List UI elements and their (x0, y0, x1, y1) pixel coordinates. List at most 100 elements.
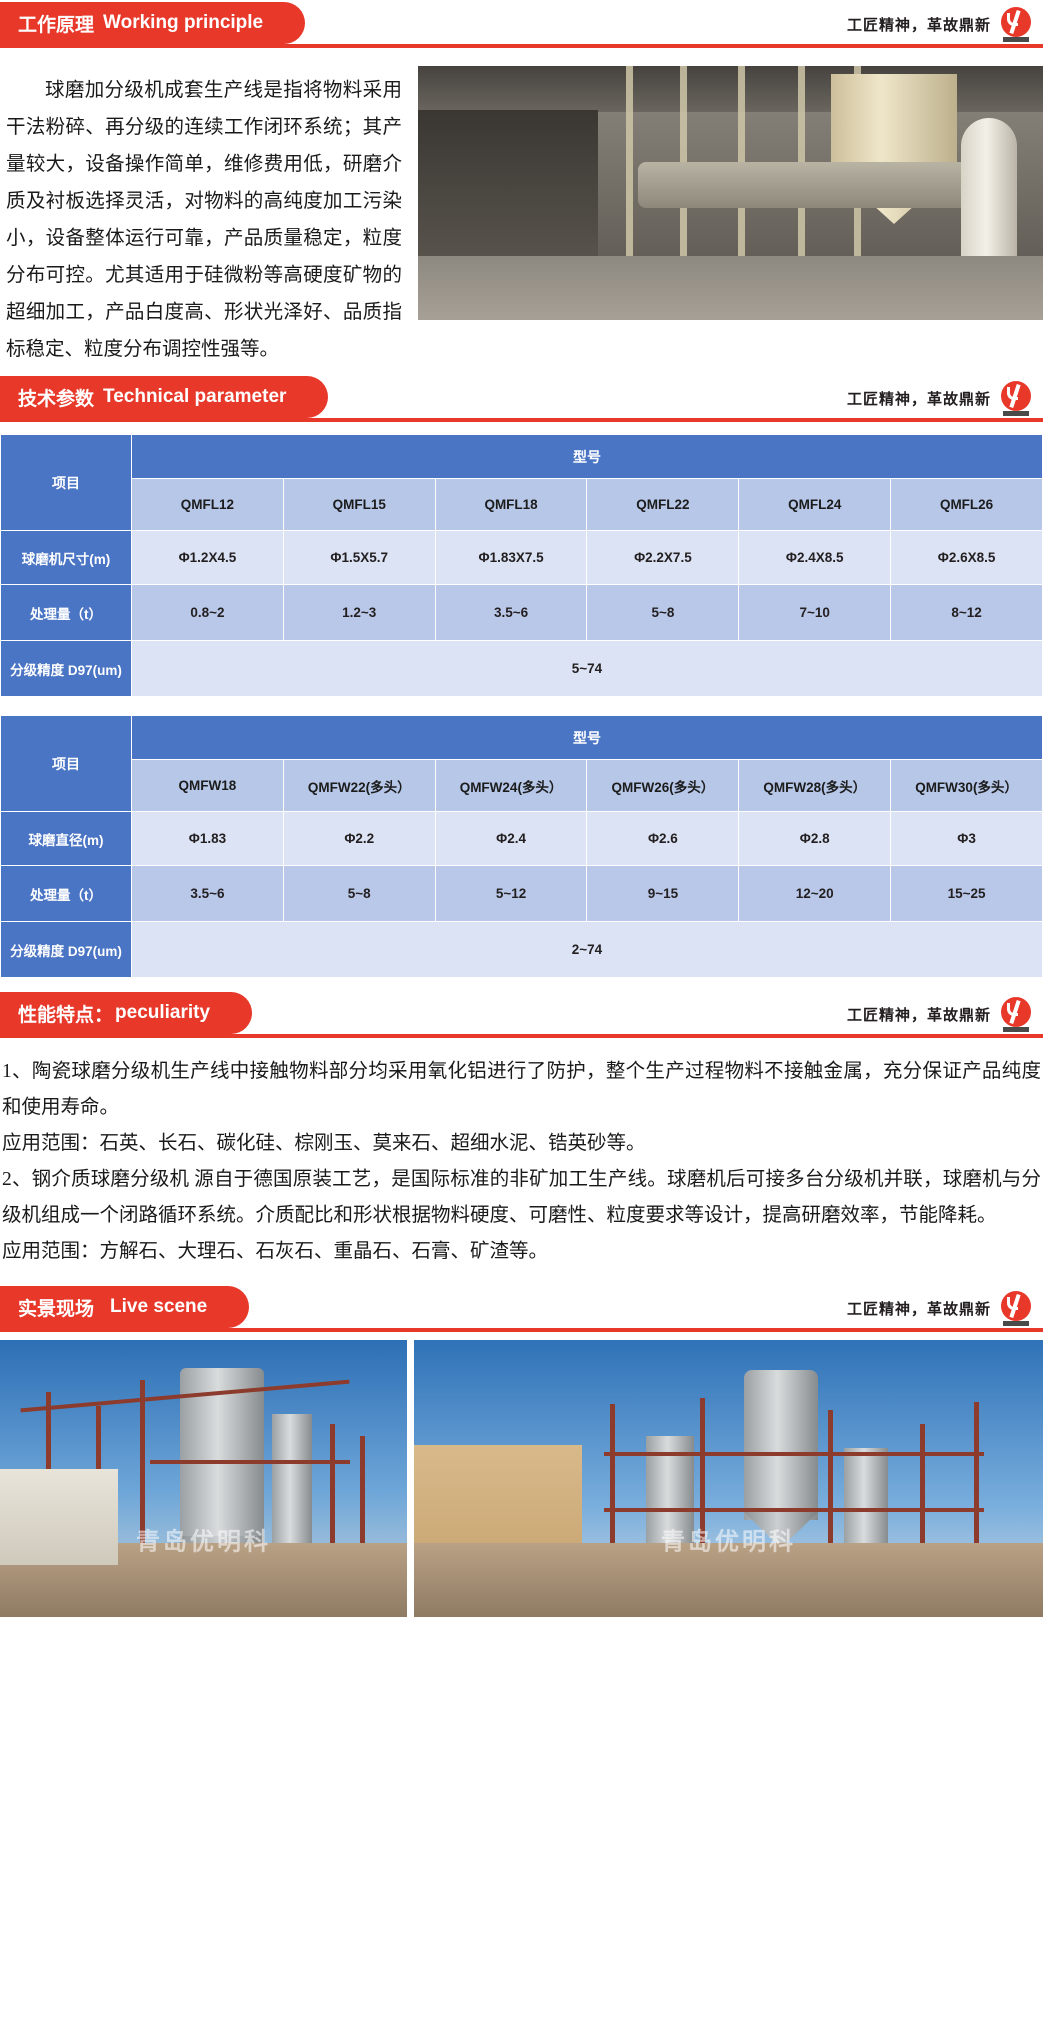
header-underline (0, 1328, 1043, 1332)
table1-item-header: 项目 (0, 434, 132, 531)
header-underline (0, 44, 1043, 48)
table1-row1-cell5: 8~12 (890, 584, 1043, 641)
brand-slogan: 工匠精神，革故鼎新 (846, 1006, 991, 1024)
table2-item-header: 项目 (0, 715, 132, 812)
brand-block-3: 工匠精神，革故鼎新 (847, 994, 1035, 1034)
table-row: 球磨机尺寸(m) Φ1.2X4.5 Φ1.5X5.7 Φ1.83X7.5 Φ2.… (0, 530, 1043, 585)
table1-row1-cell3: 5~8 (586, 584, 740, 641)
section-title-pill-technical-parameter: 技术参数 Technical parameter (0, 376, 329, 418)
table2-row0-cell0: Φ1.83 (131, 811, 284, 866)
table1-model-0: QMFL12 (131, 478, 284, 531)
table1-row1-cell2: 3.5~6 (434, 584, 588, 641)
table-row: 分级精度 D97(um) 5~74 (0, 640, 1043, 697)
table1-model-1: QMFL15 (282, 478, 436, 531)
section-title-en: Live scene (110, 1296, 208, 1317)
peculiarity-list: 1、陶瓷球磨分级机生产线中接触物料部分均采用氧化铝进行了防护，整个生产过程物料不… (0, 1038, 1043, 1284)
company-logo-icon (1001, 381, 1035, 416)
company-logo-icon (1001, 1291, 1035, 1326)
section-title-pill-live-scene: 实景现场 Live scene (0, 1286, 250, 1328)
brand-slogan: 工匠精神，革故鼎新 (846, 390, 991, 408)
table1-model-header: 型号 (131, 434, 1043, 479)
section-title-pill-working-principle: 工作原理 Working principle (0, 2, 306, 44)
table2-model-0: QMFW18 (131, 759, 284, 812)
table2-row1-cell3: 9~15 (586, 865, 740, 922)
brand-slogan: 工匠精神，革故鼎新 (846, 16, 991, 34)
header-underline (0, 1034, 1043, 1038)
section-title-en: Technical parameter (103, 386, 287, 407)
brand-slogan: 工匠精神，革故鼎新 (846, 1300, 991, 1318)
section-title-pill-peculiarity: 性能特点： peculiarity (0, 992, 253, 1034)
table1-model-2: QMFL18 (434, 478, 588, 531)
live-scene-photo-left: 青岛优明科 (0, 1340, 407, 1617)
table-row: 处理量（t） 0.8~2 1.2~3 3.5~6 5~8 7~10 8~12 (0, 584, 1043, 641)
peculiarity-item-4: 应用范围：方解石、大理石、石灰石、重晶石、石膏、矿渣等。 (2, 1241, 549, 1262)
section-title-cn: 性能特点： (18, 1004, 114, 1026)
table2-row0-cell4: Φ2.8 (738, 811, 892, 866)
table1-row0-cell3: Φ2.2X7.5 (586, 530, 740, 585)
table-row: 球磨直径(m) Φ1.83 Φ2.2 Φ2.4 Φ2.6 Φ2.8 Φ3 (0, 811, 1043, 866)
peculiarity-item-1: 1、陶瓷球磨分级机生产线中接触物料部分均采用氧化铝进行了防护，整个生产过程物料不… (2, 1061, 1041, 1118)
table-row: 项目 型号 (0, 715, 1043, 812)
working-principle-photo (418, 66, 1043, 320)
section-title-cn: 工作原理 (18, 14, 95, 36)
table2-row1-cell4: 12~20 (738, 865, 892, 922)
table1-span-label: 分级精度 D97(um) (0, 640, 132, 697)
table1-row0-cell1: Φ1.5X5.7 (282, 530, 436, 585)
table2-model-2: QMFW24(多头） (434, 759, 588, 812)
table1-row1-label: 处理量（t） (0, 584, 132, 641)
section-title-en: Working principle (103, 12, 264, 33)
table1-row1-cell1: 1.2~3 (282, 584, 436, 641)
table1-row0-cell4: Φ2.4X8.5 (738, 530, 892, 585)
table1-model-4: QMFL24 (738, 478, 892, 531)
section-header-technical-parameter: 技术参数 Technical parameter 工匠精神，革故鼎新 (0, 376, 1043, 422)
working-principle-paragraph: 球磨加分级机成套生产线是指将物料采用干法粉碎、再分级的连续工作闭环系统；其产量较… (6, 80, 402, 360)
brand-block-1: 工匠精神，革故鼎新 (847, 4, 1035, 44)
spec-table-qmfw: 项目 型号 QMFW18 QMFW22(多头） QMFW24(多头） QMFW2… (0, 715, 1043, 978)
table1-row0-cell5: Φ2.6X8.5 (890, 530, 1043, 585)
company-logo-icon (1001, 7, 1035, 42)
table2-row0-label: 球磨直径(m) (0, 811, 132, 866)
table2-row1-cell1: 5~8 (282, 865, 436, 922)
table2-span-value: 2~74 (131, 921, 1043, 978)
table2-row0-cell5: Φ3 (890, 811, 1043, 866)
section-title-en: peculiarity (115, 1002, 211, 1023)
peculiarity-item-3: 2、钢介质球磨分级机 源自于德国原装工艺，是国际标准的非矿加工生产线。球磨机后可… (2, 1169, 1041, 1226)
live-scene-photo-right: 青岛优明科 (414, 1340, 1043, 1617)
table1-row0-label: 球磨机尺寸(m) (0, 530, 132, 585)
peculiarity-item-2: 应用范围：石英、长石、碳化硅、棕刚玉、莫来石、超细水泥、锆英砂等。 (2, 1133, 646, 1154)
working-principle-body: 球磨加分级机成套生产线是指将物料采用干法粉碎、再分级的连续工作闭环系统；其产量较… (0, 48, 1043, 374)
section-header-live-scene: 实景现场 Live scene 工匠精神，革故鼎新 (0, 1286, 1043, 1332)
table2-row0-cell2: Φ2.4 (434, 811, 588, 866)
table1-span-value: 5~74 (131, 640, 1043, 697)
table2-span-label: 分级精度 D97(um) (0, 921, 132, 978)
brand-block-2: 工匠精神，革故鼎新 (847, 378, 1035, 418)
header-underline (0, 418, 1043, 422)
table2-row1-cell0: 3.5~6 (131, 865, 284, 922)
table1-row0-cell0: Φ1.2X4.5 (131, 530, 284, 585)
brand-block-4: 工匠精神，革故鼎新 (847, 1288, 1035, 1328)
table1-model-5: QMFL26 (890, 478, 1043, 531)
table-row: 分级精度 D97(um) 2~74 (0, 921, 1043, 978)
table1-model-3: QMFL22 (586, 478, 740, 531)
table2-model-3: QMFW26(多头） (586, 759, 740, 812)
table-row: 处理量（t） 3.5~6 5~8 5~12 9~15 12~20 15~25 (0, 865, 1043, 922)
table2-row0-cell1: Φ2.2 (282, 811, 436, 866)
table-row: QMFL12 QMFL15 QMFL18 QMFL22 QMFL24 QMFL2… (1, 478, 1043, 531)
table1-row0-cell2: Φ1.83X7.5 (434, 530, 588, 585)
section-title-cn: 实景现场 (18, 1298, 95, 1320)
table2-row0-cell3: Φ2.6 (586, 811, 740, 866)
table-row: 项目 型号 (0, 434, 1043, 531)
section-header-working-principle: 工作原理 Working principle 工匠精神，革故鼎新 (0, 2, 1043, 48)
table2-model-1: QMFW22(多头） (282, 759, 436, 812)
table-row: QMFW18 QMFW22(多头） QMFW24(多头） QMFW26(多头） … (1, 759, 1043, 812)
section-header-peculiarity: 性能特点： peculiarity 工匠精神，革故鼎新 (0, 992, 1043, 1038)
section-title-cn: 技术参数 (18, 388, 95, 410)
table2-row1-label: 处理量（t） (0, 865, 132, 922)
company-logo-icon (1001, 997, 1035, 1032)
table2-model-4: QMFW28(多头） (738, 759, 892, 812)
table1-row1-cell0: 0.8~2 (131, 584, 284, 641)
table2-model-header: 型号 (131, 715, 1043, 760)
table2-model-5: QMFW30(多头） (890, 759, 1043, 812)
spec-table-qmfl: 项目 型号 QMFL12 QMFL15 QMFL18 QMFL22 QMFL24… (0, 434, 1043, 697)
table2-row1-cell5: 15~25 (890, 865, 1043, 922)
